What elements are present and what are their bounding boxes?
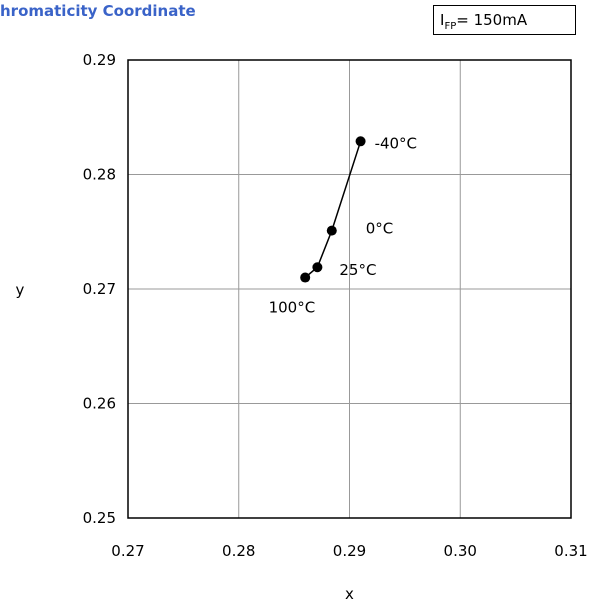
data-label: -40°C: [375, 134, 417, 152]
x-axis-label: x: [345, 585, 354, 603]
data-point: [312, 262, 323, 273]
condition-subscript: FP: [444, 21, 457, 32]
data-point: [300, 272, 311, 283]
y-tick-label: 0.26: [83, 395, 116, 413]
data-point: [355, 136, 366, 147]
plot-area-frame: [127, 59, 572, 519]
data-label: 100°C: [269, 299, 316, 317]
y-tick-label: 0.29: [83, 51, 116, 69]
x-tick-label: 0.28: [222, 542, 255, 560]
x-tick-label: 0.27: [111, 542, 144, 560]
x-tick-label: 0.31: [554, 542, 587, 560]
grid: [128, 60, 571, 518]
condition-symbol: I: [440, 11, 445, 29]
condition-value: = 150mA: [456, 11, 528, 29]
data-label: 0°C: [366, 220, 394, 238]
y-tick-label: 0.27: [83, 280, 116, 298]
data-label: 25°C: [339, 261, 376, 279]
y-tick-label: 0.25: [83, 509, 116, 527]
data-point: [326, 225, 337, 236]
tick-labels: 0.27 0.28 0.29 0.30 0.31 0.25 0.26 0.27 0.28 0.29: [83, 51, 588, 560]
series: -40°C 0°C 25°C 100°C: [269, 134, 417, 316]
condition-box: IFP= 150mA: [433, 5, 576, 35]
chart-title: hromaticity Coordinate: [0, 2, 196, 20]
y-tick-label: 0.28: [83, 166, 116, 184]
x-tick-label: 0.30: [444, 542, 477, 560]
x-tick-label: 0.29: [333, 542, 366, 560]
y-axis-label: y: [16, 281, 25, 299]
series-line: [304, 141, 362, 279]
